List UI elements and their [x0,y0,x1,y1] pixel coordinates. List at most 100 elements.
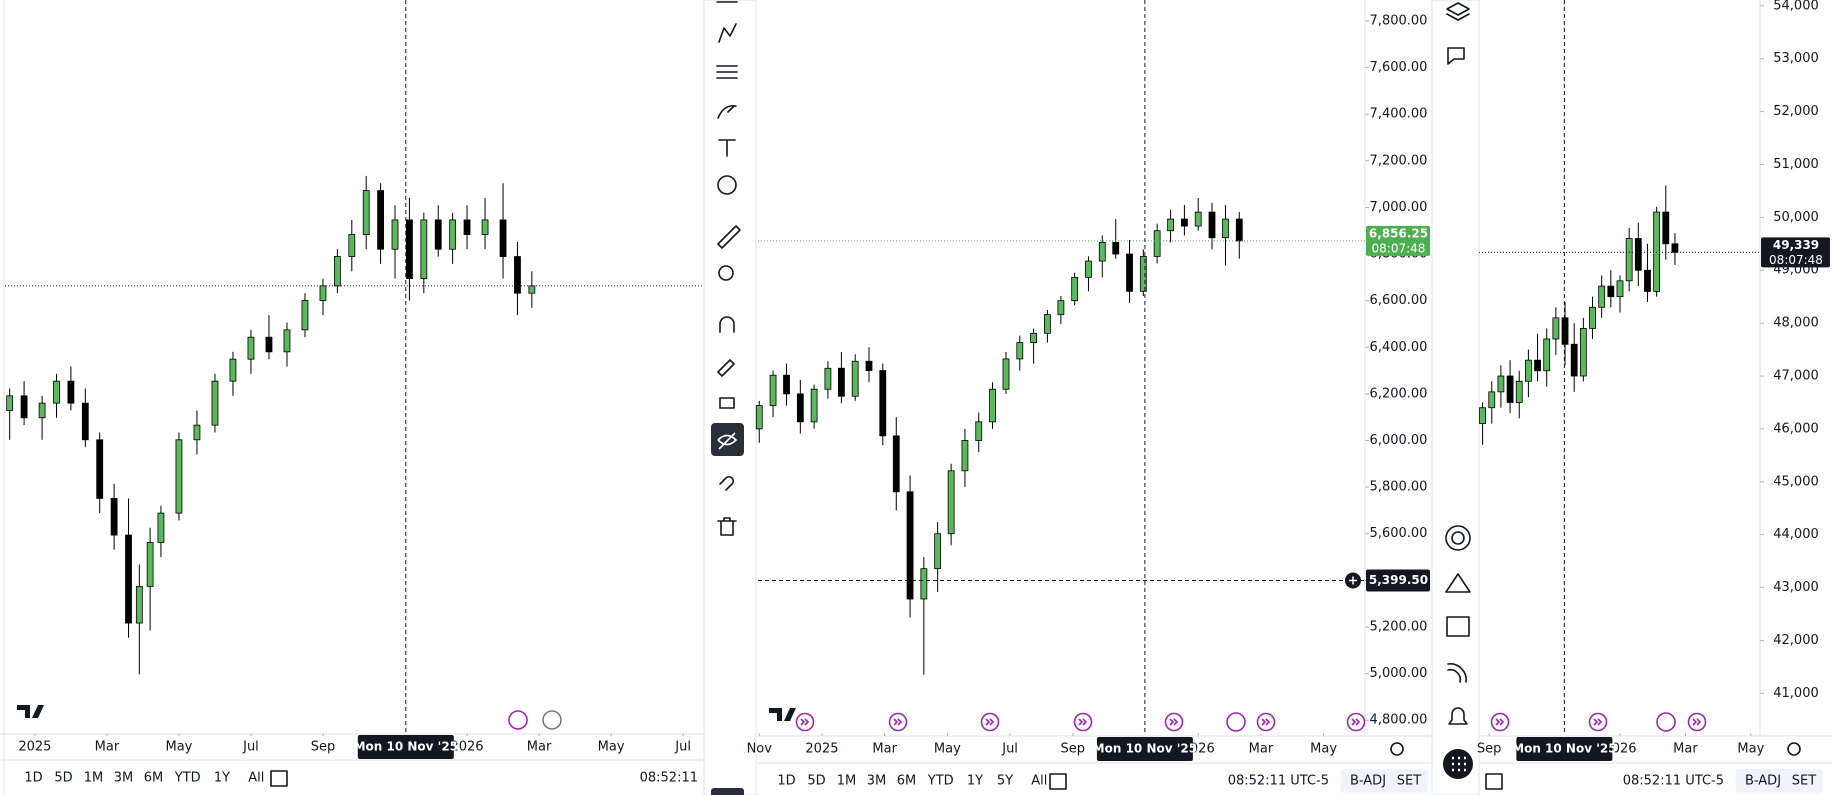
candle-body [20,395,28,419]
range-button[interactable]: YTD [927,774,954,789]
tool-zoom[interactable] [718,265,734,281]
crosshair-price-label: 5,399.50 [1369,573,1428,587]
clock: 08:52:11 [640,771,698,786]
candle-body [229,358,237,382]
range-button[interactable]: 1M [837,774,857,789]
candle-body [1497,375,1505,393]
candle-body [1488,391,1496,409]
x-tick-label: May [1737,742,1764,757]
toolbar-button-bg[interactable] [1390,769,1428,793]
tool-fib[interactable] [716,65,738,79]
range-button[interactable]: 6M [144,771,164,786]
candle-body [1016,342,1024,360]
range-button[interactable]: 3M [114,771,134,786]
y-tick-label: 52,000 [1773,104,1819,119]
sidebar-calendar[interactable] [1446,616,1470,637]
event-dividend[interactable] [508,710,528,730]
x-tick-label: Mar [1249,742,1274,757]
event-pending[interactable] [542,710,562,730]
toolbar-button-bg[interactable] [1785,769,1823,793]
tool-ruler[interactable] [717,225,741,249]
candle-body [1139,255,1147,292]
sidebar-layers[interactable] [1446,2,1470,21]
range-button[interactable]: 5D [54,771,72,786]
candle-body [1644,269,1651,292]
range-button[interactable]: 3M [867,774,887,789]
crosshair-add-plus [1349,576,1357,585]
candle-body [947,470,955,535]
toolbar-button-bg[interactable] [1735,769,1791,793]
y-tick-label: 5,600.00 [1370,526,1428,541]
x-tick-label: Nov [747,742,773,757]
y-tick-label: 45,000 [1773,474,1819,489]
goto-date[interactable] [1485,773,1503,790]
candle-body [38,402,46,419]
range-button[interactable]: 1Y [214,771,230,786]
candle-body [1506,375,1514,403]
tool-emoji[interactable] [717,175,737,195]
last-price-badge [1761,237,1830,268]
range-button[interactable]: 6M [897,774,917,789]
countdown-label: 08:07:48 [1372,241,1426,255]
range-button[interactable]: 1D [777,774,795,789]
tool-trash[interactable] [717,517,737,536]
y-tick-label: 5,800.00 [1370,480,1428,495]
tool-text[interactable] [718,139,736,157]
toolbar-button[interactable]: SET [1792,774,1816,789]
toolbar-button-bg[interactable] [1340,769,1396,793]
tool-lock-draw[interactable] [717,359,735,377]
tool-more[interactable] [711,788,744,795]
y-tick-label: 47,000 [1773,369,1819,384]
candle-body [1208,211,1216,239]
toolbar-button[interactable]: SET [1397,774,1421,789]
logos [17,705,796,721]
y-tick-label: 48,000 [1773,316,1819,331]
sidebar-chat[interactable] [1447,47,1465,65]
candle-body [1598,285,1606,308]
tool-link[interactable] [719,475,735,491]
range-button[interactable]: 1D [24,771,42,786]
candle-body [865,360,873,371]
sidebar-target[interactable] [1445,525,1471,551]
range-button[interactable]: 5Y [997,774,1013,789]
axis-settings[interactable] [1787,742,1801,756]
candle-body [463,219,471,235]
sidebar-feed[interactable] [1447,663,1467,683]
candle-body [1030,332,1037,344]
crosshair-time-label: Mon 10 Nov '25 [1093,742,1197,756]
tool-lock[interactable] [719,397,735,409]
candle-body [125,534,132,624]
candle-body [1653,211,1661,292]
sidebar-ideas[interactable] [1445,573,1471,593]
drawing-tools [711,1,744,795]
sidebar-alerts[interactable] [1448,707,1468,725]
candle-body [1634,238,1642,271]
y-tick-label: 6,400.00 [1370,340,1428,355]
goto-date[interactable] [270,770,288,787]
candle-body [1071,276,1079,302]
toolbar-button[interactable]: B-ADJ [1745,774,1781,789]
candle-body [211,380,219,426]
event-dividend[interactable] [1656,712,1676,732]
toolbar-button[interactable]: B-ADJ [1350,774,1386,789]
tool-pattern[interactable] [718,23,737,43]
range-button[interactable]: YTD [174,771,201,786]
y-tick-label: 5,200.00 [1370,619,1428,634]
candle-body [135,586,143,624]
x-tick-label: 2025 [18,740,51,755]
tool-brush[interactable] [717,104,737,119]
event-dividend[interactable] [1226,712,1246,732]
tool-magnet[interactable] [719,316,735,333]
range-button[interactable]: 1M [84,771,104,786]
candle-body [406,219,413,279]
goto-date[interactable] [1049,773,1067,790]
y-tick-label: 54,000 [1773,0,1819,13]
range-button[interactable]: All [248,771,264,786]
range-button[interactable]: All [1031,774,1047,789]
y-tick-label: 53,000 [1773,51,1819,66]
range-button[interactable]: 1Y [967,774,983,789]
candle-body [449,219,457,250]
range-button[interactable]: 5D [807,774,825,789]
axis-settings[interactable] [1390,742,1404,756]
y-tick-label: 51,000 [1773,157,1819,172]
